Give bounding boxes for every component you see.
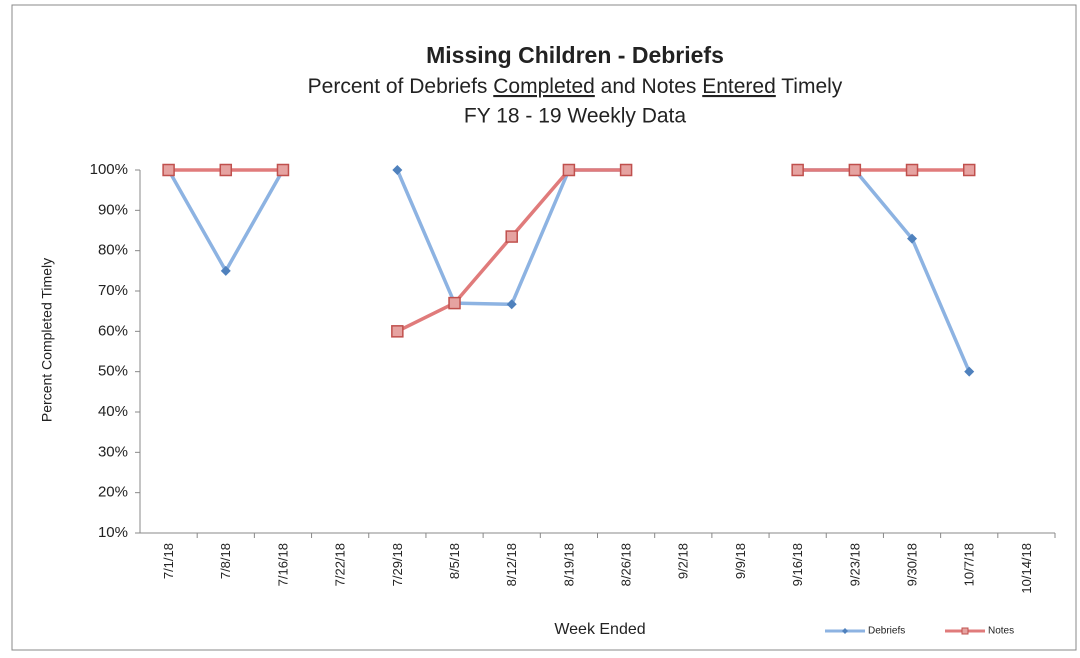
y-axis-title: Percent Completed Timely [39,258,55,422]
x-tick-label: 8/19/18 [561,543,576,586]
x-tick-label: 8/5/18 [447,543,462,579]
x-tick-label: 7/8/18 [218,543,233,579]
x-tick-label: 7/22/18 [333,543,348,586]
data-point [848,163,862,177]
data-point [448,296,461,310]
subtitle-part: Completed [493,75,595,98]
legend-marker [842,628,848,634]
data-point [962,163,976,177]
data-point [276,163,290,177]
y-tick-label: 80% [98,242,128,259]
x-tick-label: 9/16/18 [790,543,805,586]
data-point [220,265,231,276]
data-point [619,163,633,177]
x-tick-label: 10/7/18 [962,543,977,586]
data-point [219,163,233,177]
x-tick-label: 8/26/18 [619,543,634,586]
chart-subtitle-2: FY 18 - 19 Weekly Data [464,105,686,128]
x-axis-title: Week Ended [554,621,645,638]
data-point [505,230,518,243]
subtitle-part: and Notes [595,75,702,98]
x-tick-label: 9/23/18 [847,543,862,586]
subtitle-part: Timely [776,75,843,98]
y-tick-label: 10% [98,524,128,541]
data-point [162,163,175,177]
chart-title: Missing Children - Debriefs [426,42,724,68]
x-tick-label: 7/1/18 [161,543,176,579]
y-tick-label: 40% [98,403,128,420]
data-point [392,165,403,175]
y-tick-label: 50% [98,363,128,380]
chart-frame [11,4,1077,651]
x-tick-label: 7/29/18 [390,543,405,586]
data-point [907,233,918,244]
x-tick-label: 10/14/18 [1019,543,1034,594]
legend-label: Debriefs [868,626,905,637]
y-tick-label: 100% [90,161,128,178]
subtitle-part: Entered [702,75,776,98]
data-point [791,163,804,177]
x-tick-label: 9/30/18 [904,543,919,586]
data-point [562,163,576,177]
y-tick-label: 60% [98,322,128,339]
x-tick-label: 8/12/18 [504,543,519,586]
y-tick-label: 30% [98,443,128,460]
y-tick-label: 70% [98,282,128,299]
subtitle-part: Percent of Debriefs [308,75,494,98]
y-tick-label: 90% [98,201,128,218]
legend-label: Notes [988,626,1014,637]
chart-subtitle: Percent of Debriefs Completed and Notes … [308,75,843,98]
x-tick-label: 9/9/18 [733,543,748,579]
data-point [506,299,517,310]
y-tick-label: 20% [98,484,128,501]
legend-marker [961,627,969,635]
data-point [391,325,404,338]
x-tick-label: 9/2/18 [676,543,691,579]
x-tick-label: 7/16/18 [275,543,290,586]
data-point [964,366,975,377]
data-point [905,163,919,177]
